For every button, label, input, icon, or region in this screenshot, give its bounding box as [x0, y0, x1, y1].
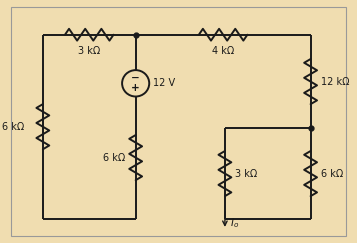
Text: 3 kΩ: 3 kΩ — [235, 169, 257, 179]
Text: 12 V: 12 V — [153, 78, 175, 88]
Text: $I_o$: $I_o$ — [230, 216, 240, 230]
Text: 6 kΩ: 6 kΩ — [104, 153, 126, 163]
Text: 6 kΩ: 6 kΩ — [2, 122, 24, 132]
Text: 12 kΩ: 12 kΩ — [321, 77, 349, 87]
Text: 4 kΩ: 4 kΩ — [212, 46, 234, 56]
Text: −: − — [131, 73, 140, 83]
Text: +: + — [131, 83, 140, 93]
Bar — [11, 7, 346, 236]
Text: 6 kΩ: 6 kΩ — [321, 169, 343, 179]
Text: 3 kΩ: 3 kΩ — [78, 46, 100, 56]
